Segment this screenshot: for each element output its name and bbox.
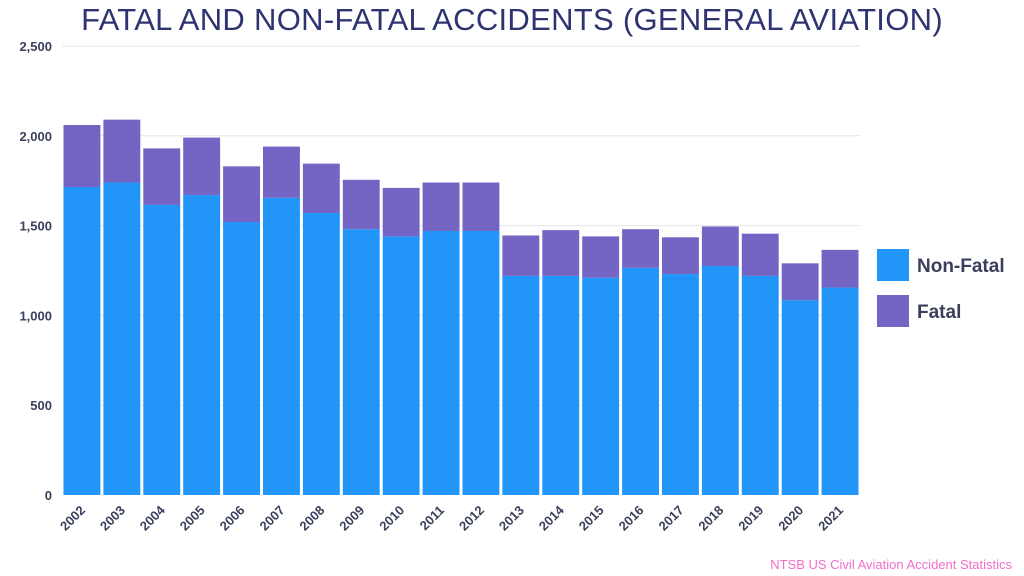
bar-fatal-2016 (622, 229, 659, 268)
x-tick-label: 2005 (177, 503, 208, 534)
bar-non-fatal-2012 (462, 230, 500, 495)
bar-fatal-2005 (183, 137, 221, 196)
source-note: NTSB US Civil Aviation Accident Statisti… (770, 557, 1012, 572)
bars (63, 119, 859, 496)
x-tick-label: 2007 (257, 503, 288, 534)
bar-non-fatal-2019 (741, 275, 779, 495)
bar-fatal-2003 (103, 119, 141, 183)
bar-non-fatal-2004 (143, 204, 181, 496)
bar-non-fatal-2015 (582, 277, 620, 495)
bar-non-fatal-2005 (183, 195, 221, 495)
bar-fatal-2020 (781, 263, 819, 301)
bar-fatal-2007 (263, 146, 300, 198)
y-axis-ticks: 0 500 1,000 1,500 2,000 2,500 (19, 39, 52, 503)
x-tick-label: 2013 (496, 503, 527, 534)
x-tick-label: 2003 (97, 503, 128, 534)
x-tick-label: 2009 (336, 503, 367, 534)
bar-fatal-2021 (821, 249, 859, 288)
bar-fatal-2002 (63, 125, 101, 187)
bar-non-fatal-2003 (103, 182, 141, 495)
chart-title: FATAL AND NON-FATAL ACCIDENTS (GENERAL A… (81, 2, 943, 37)
bar-fatal-2009 (342, 179, 380, 230)
x-tick-label: 2008 (296, 503, 327, 534)
bar-non-fatal-2014 (542, 275, 580, 495)
x-tick-label: 2014 (536, 502, 568, 534)
bar-non-fatal-2010 (382, 236, 420, 495)
bar-non-fatal-2021 (821, 287, 859, 495)
gridlines (62, 45, 860, 406)
x-tick-label: 2006 (217, 503, 248, 534)
bar-non-fatal-2020 (781, 300, 819, 495)
legend-swatch-non-fatal (877, 249, 909, 281)
x-tick-label: 2010 (376, 503, 407, 534)
bar-fatal-2004 (143, 148, 181, 205)
y-tick-label: 2,500 (19, 39, 52, 54)
bar-non-fatal-2018 (701, 266, 739, 495)
y-tick-label: 2,000 (19, 129, 52, 144)
x-tick-label: 2002 (57, 503, 88, 534)
legend-label: Non-Fatal (917, 256, 1005, 277)
legend-swatch-fatal (877, 295, 909, 327)
bar-non-fatal-2013 (502, 275, 540, 495)
bar-fatal-2019 (741, 233, 779, 276)
y-tick-label: 1,500 (19, 219, 52, 234)
bar-non-fatal-2009 (342, 229, 380, 495)
x-tick-label: 2016 (616, 503, 647, 534)
bar-non-fatal-2016 (622, 267, 659, 495)
bar-fatal-2010 (382, 187, 420, 237)
bar-fatal-2014 (542, 230, 580, 276)
bar-non-fatal-2011 (422, 230, 460, 495)
bar-non-fatal-2007 (263, 197, 300, 495)
y-tick-label: 1,000 (19, 308, 52, 323)
bar-fatal-2017 (662, 237, 699, 275)
bar-fatal-2018 (701, 226, 739, 267)
x-tick-label: 2015 (576, 503, 607, 534)
x-tick-label: 2021 (815, 503, 846, 534)
x-tick-label: 2020 (775, 503, 806, 534)
bar-fatal-2015 (582, 236, 620, 278)
bar-fatal-2012 (462, 182, 500, 231)
x-tick-label: 2004 (137, 502, 169, 534)
bar-non-fatal-2006 (223, 222, 260, 495)
x-tick-label: 2012 (456, 503, 487, 534)
bar-fatal-2006 (223, 166, 260, 223)
bar-fatal-2013 (502, 235, 540, 276)
bar-fatal-2008 (302, 163, 340, 214)
x-tick-label: 2011 (417, 503, 448, 534)
x-tick-label: 2019 (735, 503, 766, 534)
bar-non-fatal-2008 (302, 213, 340, 495)
bar-non-fatal-2002 (63, 186, 101, 495)
y-tick-label: 500 (30, 398, 52, 413)
bar-fatal-2011 (422, 182, 460, 231)
x-tick-label: 2017 (656, 503, 687, 534)
bar-non-fatal-2017 (662, 274, 699, 495)
x-tick-label: 2018 (695, 503, 726, 534)
legend-label: Fatal (917, 302, 961, 323)
y-tick-label: 0 (45, 488, 52, 503)
legend: Non-Fatal Fatal (877, 249, 1005, 327)
x-axis-ticks: 2002 2003 2004 2005 2006 2007 2008 2009 2010 2011… (57, 502, 846, 534)
